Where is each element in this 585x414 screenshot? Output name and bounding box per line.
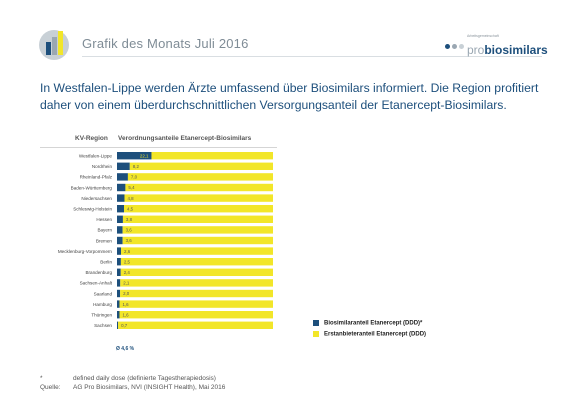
category-label: Mecklenburg-Vorpommern	[58, 249, 113, 254]
value-label: 2,4	[124, 270, 131, 275]
bar-originator	[120, 268, 273, 276]
bar-originator	[120, 289, 274, 298]
category-label: Baden-Württemberg	[71, 185, 113, 190]
bar-originator	[121, 247, 273, 255]
legend-item-biosimilar: Biosimilaranteil Etanercept (DDD)*	[313, 320, 422, 327]
bar-biosimilar	[117, 152, 152, 160]
category-label: Saarland	[94, 291, 113, 296]
bar-originator	[118, 321, 273, 329]
bar-originator	[119, 311, 273, 319]
category-label: Thüringen	[91, 313, 112, 318]
legend-swatch-biosimilar	[313, 320, 319, 326]
category-label: Sachsen	[94, 323, 112, 328]
column-header-region: KV-Region	[75, 135, 108, 142]
bar-originator	[129, 162, 273, 170]
bar-originator	[120, 258, 274, 266]
value-label: 3,6	[126, 238, 133, 243]
value-label: 4,5	[127, 206, 134, 211]
value-label: 5,4	[128, 185, 135, 190]
bar-originator	[151, 152, 273, 160]
brand-pro: pro	[467, 43, 485, 57]
bar-biosimilar	[117, 205, 125, 213]
legend-item-originator: Erstanbieteranteil Etanercept (DDD)	[313, 331, 426, 338]
header-title: Grafik des Monats Juli 2016	[82, 36, 249, 51]
bar-biosimilar	[117, 258, 121, 266]
footnote-label: *	[40, 375, 43, 382]
bar-biosimilar	[117, 321, 119, 329]
brand-tagline: Arbeitsgemeinschaft	[467, 34, 499, 38]
value-label: 2,0	[123, 291, 130, 296]
value-label: 2,6	[124, 249, 131, 254]
header: Grafik des Monats Juli 2016 Arbeitsgemei…	[0, 0, 585, 78]
bar-originator	[122, 226, 273, 234]
category-label: Rheinland-Pfalz	[80, 175, 113, 180]
mean-label: Ø 4,6 %	[116, 346, 135, 352]
category-label: Berlin	[100, 260, 112, 265]
bar-biosimilar	[117, 236, 123, 245]
brand-name: probiosimilars	[467, 43, 548, 57]
value-label: 0,7	[121, 323, 128, 328]
bar-originator	[119, 300, 273, 308]
bar-biosimilar	[117, 268, 121, 276]
category-label: Brandenburg	[85, 270, 112, 275]
footnote-text: defined daily dose (definierte Tagesther…	[73, 375, 216, 382]
brand-logo: Arbeitsgemeinschaft probiosimilars	[445, 30, 548, 60]
value-label: 2,5	[124, 259, 131, 264]
legend-swatch-originator	[313, 331, 319, 337]
legend-label-originator: Erstanbieteranteil Etanercept (DDD)	[324, 331, 427, 338]
category-label: Bayern	[97, 228, 112, 233]
value-label: 1,6	[122, 312, 129, 317]
bar-originator	[125, 183, 273, 192]
header-rule	[40, 147, 277, 148]
bar-biosimilar	[117, 226, 123, 234]
header-divider	[82, 56, 542, 57]
bar-biosimilar	[117, 173, 128, 181]
bar-biosimilar	[117, 289, 121, 298]
value-label: 8,2	[133, 164, 140, 169]
category-label: Niedersachsen	[81, 196, 112, 201]
bar-biosimilar	[117, 162, 130, 170]
footnote-text: AG Pro Biosimilars, NVI (INSIGHT Health)…	[73, 383, 226, 391]
value-label: 3,6	[126, 228, 133, 233]
column-header-share: Verordnungsanteile Etanercept-Biosimilar…	[118, 135, 252, 142]
bar-biosimilar	[117, 183, 126, 192]
bar-biosimilar	[117, 215, 123, 223]
bar-biosimilar	[117, 194, 125, 202]
brand-bio: biosimilars	[484, 43, 548, 57]
bar-originator	[122, 215, 273, 223]
headline: In Westfalen-Lippe werden Ärzte umfassen…	[40, 81, 539, 112]
value-label: 7,0	[131, 175, 138, 180]
bar-biosimilar	[117, 300, 120, 308]
category-label: Sachsen-Anhalt	[80, 281, 113, 286]
bar-biosimilar	[117, 311, 120, 319]
category-label: Hessen	[96, 217, 112, 222]
category-label: Nordrhein	[92, 164, 113, 169]
bar-originator	[120, 279, 273, 287]
category-label: Schleswig-Holstein	[73, 207, 112, 212]
bar-biosimilar	[117, 247, 122, 255]
legend-label-biosimilar: Biosimilaranteil Etanercept (DDD)*	[324, 320, 423, 327]
bar-chart-logo-icon	[39, 30, 69, 60]
footnote-label: Quelle:	[40, 383, 61, 391]
value-label: 2,1	[123, 281, 130, 286]
category-label: Hamburg	[93, 302, 112, 307]
value-label: 22,1	[140, 153, 149, 158]
bar-originator	[127, 173, 273, 181]
category-label: Westfalen-Lippe	[79, 154, 113, 159]
value-label: 3,8	[126, 217, 133, 222]
category-label: Bremen	[96, 238, 113, 243]
bar-originator	[122, 236, 273, 245]
bar-originator	[124, 194, 273, 202]
bar-biosimilar	[117, 279, 121, 287]
bar-originator	[124, 205, 274, 213]
value-label: 4,8	[127, 196, 134, 201]
value-label: 1,6	[122, 302, 129, 307]
brand-dots-icon	[445, 36, 466, 54]
